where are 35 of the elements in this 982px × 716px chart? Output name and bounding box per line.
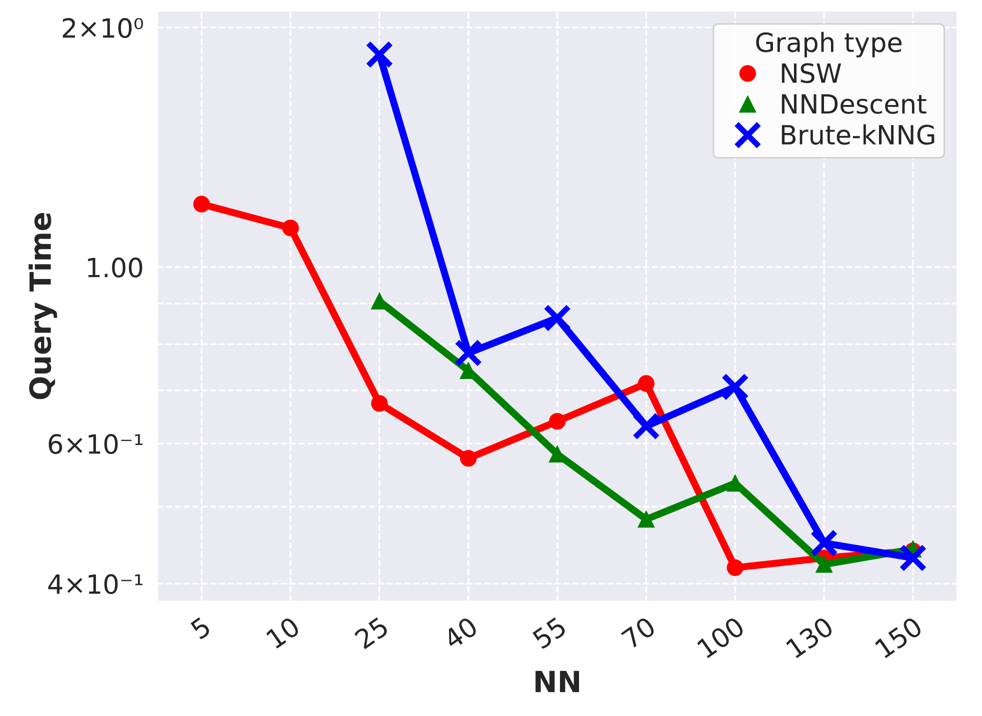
- x-tick-label: 10: [266, 616, 301, 649]
- y-axis-title: Query Time: [28, 213, 58, 400]
- x-tick-label: 55: [532, 616, 568, 650]
- legend-label: Brute-kNNG: [782, 124, 934, 145]
- x-axis-title: NN: [536, 670, 580, 692]
- legend-label: NSW: [782, 63, 842, 84]
- x-tick-label: 70: [620, 616, 656, 650]
- legend-label: NNDescent: [782, 94, 926, 114]
- x-tick-label: 5: [190, 616, 212, 640]
- x-tick-label: 150: [874, 616, 924, 659]
- point: [638, 375, 655, 392]
- point: [632, 412, 660, 440]
- point: [543, 304, 572, 332]
- point: [371, 395, 388, 412]
- point: [548, 412, 566, 430]
- point: [810, 529, 838, 557]
- point: [366, 40, 394, 68]
- x-tick-label: 130: [785, 616, 834, 659]
- point: [282, 220, 299, 236]
- point: [726, 559, 744, 576]
- point: [638, 510, 655, 528]
- point: [721, 373, 750, 401]
- legend-title: Graph type: [756, 32, 902, 58]
- x-tick-label: 25: [354, 616, 390, 650]
- y-tick-label: 1.00: [88, 258, 142, 278]
- point: [193, 196, 210, 212]
- x-tick-label: 40: [442, 616, 479, 650]
- point: [816, 556, 832, 573]
- point: [454, 339, 482, 367]
- point: [899, 544, 927, 572]
- y-tick-label: 2×10⁰: [62, 18, 144, 38]
- y-tick-label: 6×10⁻¹: [48, 434, 142, 454]
- point: [460, 450, 477, 467]
- y-tick-label: 4×10⁻¹: [48, 574, 142, 594]
- x-tick-label: 100: [696, 616, 746, 659]
